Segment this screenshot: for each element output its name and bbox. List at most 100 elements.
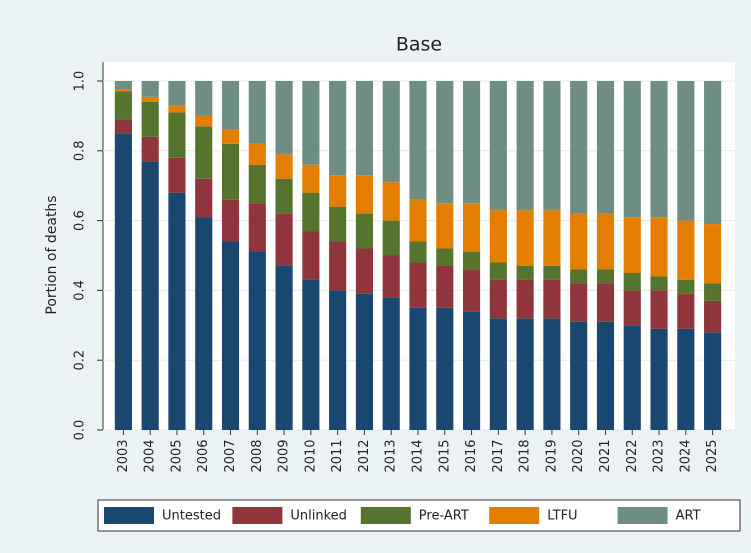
bar-segment — [355, 175, 374, 214]
bar-segment — [650, 217, 668, 277]
bar-segment — [141, 161, 159, 430]
bar-segment — [436, 203, 454, 249]
bar-segment — [302, 164, 320, 193]
bar-segment — [409, 262, 427, 308]
bar-segment — [355, 81, 374, 176]
bar-segment — [704, 224, 722, 284]
bar-segment — [543, 265, 561, 280]
bar-segment — [114, 89, 132, 92]
bar-segment — [195, 178, 213, 218]
bar-segment — [195, 126, 213, 179]
bar-segment — [114, 133, 132, 430]
x-tick-label: 2020 — [571, 439, 586, 472]
bar-segment — [677, 279, 695, 294]
x-tick-label: 2021 — [598, 439, 613, 472]
bar-segment — [168, 105, 186, 113]
bar-segment — [275, 154, 293, 179]
x-tick-label: 2014 — [411, 439, 426, 472]
bar-segment — [677, 220, 695, 280]
bar-segment — [168, 112, 186, 158]
bar-segment — [409, 199, 427, 242]
y-tick-label: 0.2 — [73, 350, 88, 371]
bar-segment — [114, 119, 132, 134]
bar-segment — [275, 213, 293, 266]
bar-segment — [489, 262, 507, 280]
bar-segment — [248, 164, 266, 204]
bar-segment — [329, 81, 347, 176]
bar-segment — [302, 279, 320, 430]
bar-segment — [543, 210, 561, 266]
legend-swatch — [104, 507, 154, 524]
bar-segment — [329, 206, 347, 242]
x-tick-label: 2006 — [196, 439, 211, 472]
bar-segment — [221, 241, 240, 430]
bar-segment — [355, 293, 374, 430]
bar-segment — [329, 290, 347, 430]
x-tick-label: 2003 — [116, 439, 131, 472]
bar-segment — [516, 279, 534, 319]
bar-segment — [195, 115, 213, 127]
bar-segment — [382, 182, 400, 221]
bar-segment — [596, 283, 615, 322]
bar-segment — [516, 210, 534, 266]
bar-segment — [650, 276, 668, 291]
bar-segment — [489, 81, 507, 211]
legend-label: Unlinked — [290, 509, 347, 524]
x-tick-label: 2024 — [678, 439, 693, 472]
x-tick-label: 2010 — [303, 439, 318, 472]
x-tick-label: 2007 — [223, 439, 238, 472]
bar-segment — [570, 269, 588, 284]
bar-segment — [623, 325, 641, 430]
bar-segment — [195, 217, 213, 430]
y-tick-label: 0.0 — [73, 420, 88, 441]
y-tick-label: 1.0 — [73, 71, 88, 92]
bar-segment — [677, 328, 695, 430]
bar-segment — [489, 210, 507, 263]
x-tick-label: 2015 — [437, 439, 452, 472]
bar-segment — [570, 213, 588, 270]
legend-swatch — [232, 507, 283, 524]
bar-segment — [275, 81, 293, 155]
bar-segment — [570, 81, 588, 214]
bar-segment — [650, 328, 668, 430]
x-tick-label: 2023 — [652, 439, 667, 472]
bar-segment — [704, 300, 722, 333]
bar-segment — [409, 307, 427, 430]
x-tick-label: 2019 — [544, 439, 559, 472]
bar-segment — [329, 175, 347, 207]
bar-segment — [248, 143, 266, 165]
bar-segment — [355, 248, 374, 294]
bar-segment — [516, 265, 534, 280]
bar-segment — [436, 248, 454, 266]
x-tick-label: 2008 — [250, 439, 265, 472]
bar-segment — [221, 143, 240, 200]
bar-segment — [516, 81, 534, 211]
bar-segment — [650, 81, 668, 218]
bar-segment — [248, 252, 266, 430]
x-tick-label: 2017 — [491, 439, 506, 472]
legend-swatch — [617, 507, 668, 524]
x-tick-label: 2025 — [705, 439, 720, 472]
bar-segment — [489, 318, 507, 430]
bar-segment — [436, 81, 454, 204]
bar-segment — [462, 311, 481, 430]
bar-segment — [355, 213, 374, 249]
x-tick-label: 2009 — [277, 439, 292, 472]
bar-segment — [704, 81, 722, 225]
bar-segment — [570, 321, 588, 430]
bar-segment — [436, 265, 454, 308]
bar-segment — [302, 81, 320, 165]
bar-segment — [221, 129, 240, 144]
bar-segment — [221, 81, 240, 130]
bar-segment — [704, 332, 722, 430]
bar-segment — [543, 318, 561, 430]
bar-segment — [623, 272, 641, 291]
bar-segment — [677, 293, 695, 329]
bar-segment — [436, 307, 454, 430]
bar-segment — [221, 199, 240, 242]
y-tick-label: 0.6 — [73, 210, 88, 231]
bar-segment — [302, 231, 320, 280]
bar-segment — [114, 91, 132, 120]
bar-segment — [382, 255, 400, 298]
